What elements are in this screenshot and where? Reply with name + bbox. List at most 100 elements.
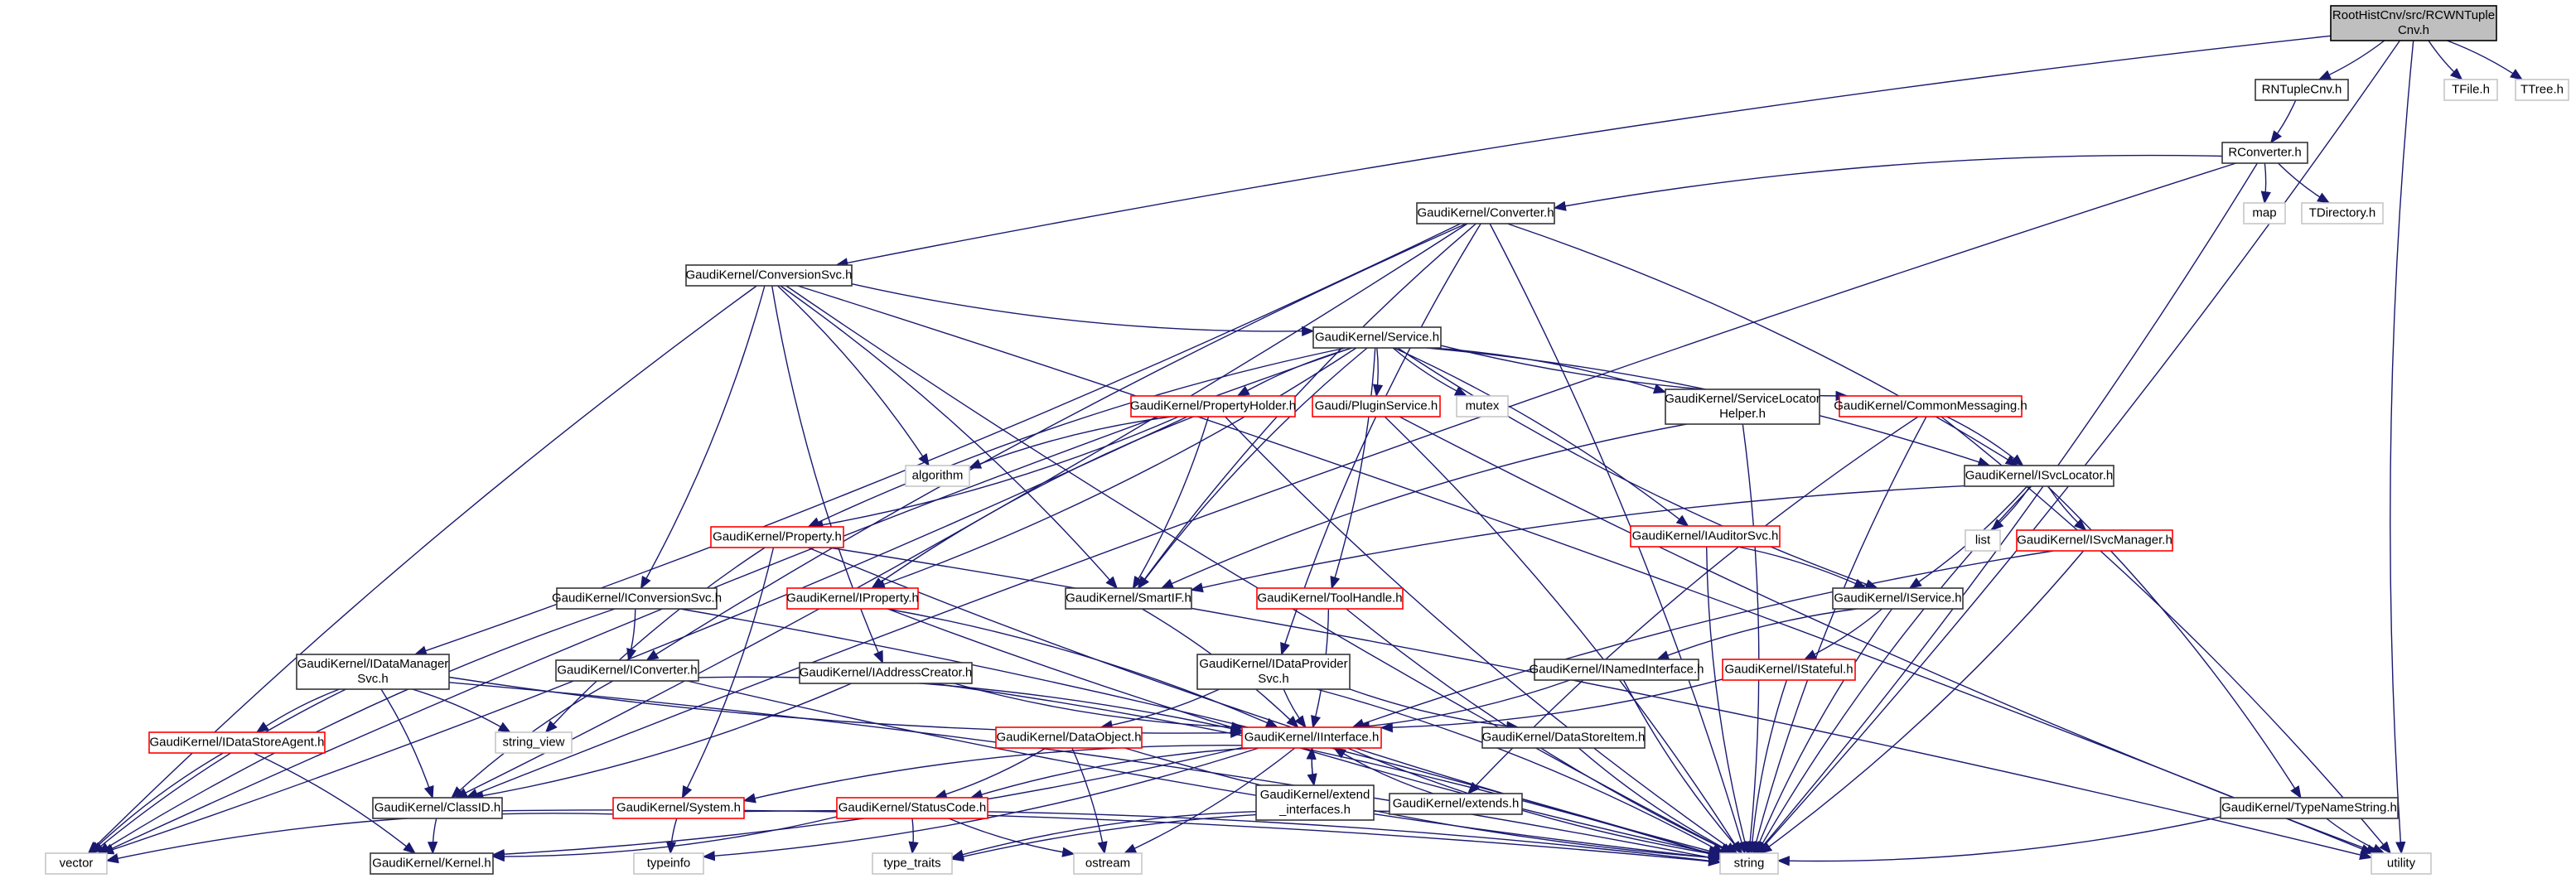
node-label-idataprovidersvc-line2: Svc.h: [1258, 672, 1289, 686]
node-system[interactable]: GaudiKernel/System.h: [612, 797, 745, 819]
node-stringview: string_view: [495, 731, 573, 754]
node-iconversionsvc[interactable]: GaudiKernel/IConversionSvc.h: [552, 587, 722, 610]
node-iauditorsvc[interactable]: GaudiKernel/IAuditorSvc.h: [1630, 525, 1781, 548]
node-label-root-line2: Cnv.h: [2398, 23, 2429, 37]
edge-service-to-property: [807, 347, 1346, 528]
edge-idataprovidersvc-to-iinterface: [1283, 688, 1307, 729]
node-istateful[interactable]: GaudiKernel/IStateful.h: [1722, 659, 1856, 681]
node-iaddresscreator[interactable]: GaudiKernel/IAddressCreator.h: [799, 662, 973, 684]
node-label-isvclocator: GaudiKernel/ISvcLocator.h: [1965, 469, 2113, 483]
node-rconverter[interactable]: RConverter.h: [2221, 142, 2308, 164]
edge-datastoreitem-to-string: [1578, 747, 1735, 854]
node-label-root-line1: RootHistCnv/src/RCWNTuple: [2332, 8, 2495, 22]
node-dataobject[interactable]: GaudiKernel/DataObject.h: [995, 726, 1143, 749]
node-property[interactable]: GaudiKernel/Property.h: [710, 526, 844, 548]
node-box-kernel: [370, 852, 494, 875]
edge-idatamanagersvc-to-stringview: [412, 688, 511, 733]
node-box-list: [1965, 529, 2001, 552]
node-statuscode[interactable]: GaudiKernel/StatusCode.h: [836, 797, 988, 819]
edge-service-to-iauditorsvc: [1394, 347, 1689, 527]
node-idatastoreagent[interactable]: GaudiKernel/IDataStoreAgent.h: [148, 731, 326, 754]
edge-idatamanagersvc-to-classid: [380, 688, 434, 799]
edge-rconverter-to-tdirectory: [2278, 162, 2331, 204]
node-mutex: mutex: [1456, 395, 1509, 417]
node-service[interactable]: GaudiKernel/Service.h: [1312, 326, 1442, 349]
node-pluginservice[interactable]: Gaudi/PluginService.h: [1312, 395, 1441, 417]
node-label-conversionsvc: GaudiKernel/ConversionSvc.h: [686, 268, 853, 282]
node-label-extendinterfaces-line2: _interfaces.h: [1278, 803, 1351, 817]
node-box-commonmessaging: [1839, 395, 2023, 417]
node-label-ostream: ostream: [1085, 857, 1130, 871]
edge-conversionsvc-to-algorithm: [777, 285, 930, 467]
node-box-map: [2243, 202, 2286, 224]
edge-system-to-vector: [105, 813, 614, 864]
node-smartif[interactable]: GaudiKernel/SmartIF.h: [1065, 587, 1192, 610]
node-label-typeinfo: typeinfo: [647, 857, 691, 871]
node-label-rconverter: RConverter.h: [2228, 146, 2301, 160]
node-box-isvcmanager: [2016, 529, 2173, 552]
node-label-ttree: TTree.h: [2520, 83, 2564, 97]
edge-extendinterfaces-to-typetraits: [950, 811, 1257, 860]
node-vector: vector: [45, 852, 108, 875]
node-classid[interactable]: GaudiKernel/ClassID.h: [372, 797, 503, 819]
node-iinterface[interactable]: GaudiKernel/IInterface.h: [1241, 726, 1382, 749]
edge-service-to-smartif: [1137, 347, 1368, 590]
edge-rconverter-to-map: [2260, 162, 2271, 205]
edge-root-to-utility: [2390, 40, 2414, 855]
edge-isvclocator-to-typenamestring: [2047, 485, 2302, 799]
edge-idataprovidersvc-to-dataobject: [1100, 688, 1220, 731]
node-iconverter[interactable]: GaudiKernel/IConverter.h: [555, 659, 699, 682]
node-extendinterfaces[interactable]: GaudiKernel/extend_interfaces.h: [1255, 784, 1375, 821]
edge-typenamestring-to-utility: [2326, 818, 2385, 854]
edge-classid-to-kernel: [427, 818, 438, 855]
edge-istateful-to-string: [1747, 679, 1788, 855]
node-toolhandle[interactable]: GaudiKernel/ToolHandle.h: [1256, 587, 1404, 610]
node-box-vector: [45, 852, 108, 875]
edge-conversionsvc-to-smartif: [780, 285, 1119, 590]
edge-propertyholder-to-smartif: [1132, 416, 1210, 590]
node-propertyholder[interactable]: GaudiKernel/PropertyHolder.h: [1130, 395, 1296, 417]
node-iproperty[interactable]: GaudiKernel/IProperty.h: [786, 587, 919, 610]
node-label-propertyholder: GaudiKernel/PropertyHolder.h: [1130, 399, 1296, 413]
edge-dataobject-to-string: [1124, 747, 1722, 863]
edge-iaddresscreator-to-string: [932, 683, 1722, 859]
edge-iinterface-to-string: [1347, 747, 1722, 859]
edge-conversionsvc-to-iaddresscreator: [771, 285, 883, 664]
edge-idatastoreagent-to-vector: [89, 752, 224, 855]
node-box-tfile: [2443, 79, 2498, 101]
node-converter[interactable]: GaudiKernel/Converter.h: [1416, 202, 1555, 224]
node-extends[interactable]: GaudiKernel/extends.h: [1389, 793, 1523, 815]
node-inamedinterface[interactable]: GaudiKernel/INamedInterface.h: [1530, 659, 1704, 681]
node-datastoreitem[interactable]: GaudiKernel/DataStoreItem.h: [1481, 726, 1646, 749]
node-ostream: ostream: [1073, 852, 1143, 875]
edge-iinterface-to-ostream: [1123, 747, 1296, 854]
edge-isvclocator-to-isvcmanager: [2047, 485, 2087, 532]
node-label-isvcmanager: GaudiKernel/ISvcManager.h: [2017, 533, 2172, 548]
node-label-converter: GaudiKernel/Converter.h: [1417, 206, 1554, 220]
node-typenamestring[interactable]: GaudiKernel/TypeNameString.h: [2220, 797, 2399, 819]
node-typeinfo: typeinfo: [633, 852, 704, 875]
node-label-extends: GaudiKernel/extends.h: [1393, 797, 1520, 811]
node-isvcmanager[interactable]: GaudiKernel/ISvcManager.h: [2016, 529, 2173, 552]
edge-propertyholder-to-algorithm: [968, 416, 1172, 469]
node-label-idatastoreagent: GaudiKernel/IDataStoreAgent.h: [150, 736, 325, 750]
node-kernel[interactable]: GaudiKernel/Kernel.h: [370, 852, 494, 875]
node-label-rntuplecnv: RNTupleCnv.h: [2262, 83, 2342, 97]
node-label-iconverter: GaudiKernel/IConverter.h: [557, 664, 697, 678]
edge-svclochelper-to-string: [1742, 423, 1760, 855]
node-rntuplecnv[interactable]: RNTupleCnv.h: [2255, 79, 2349, 101]
edge-commonmessaging-to-isvclocator: [1946, 416, 2024, 466]
node-isvclocator[interactable]: GaudiKernel/ISvcLocator.h: [1964, 465, 2114, 487]
node-box-istateful: [1722, 659, 1856, 681]
node-conversionsvc[interactable]: GaudiKernel/ConversionSvc.h: [685, 264, 853, 287]
node-label-statuscode: GaudiKernel/StatusCode.h: [839, 801, 986, 815]
node-commonmessaging[interactable]: GaudiKernel/CommonMessaging.h: [1834, 395, 2027, 417]
node-label-utility: utility: [2387, 857, 2416, 871]
edge-iconversionsvc-to-string: [679, 608, 1722, 859]
node-iservice[interactable]: GaudiKernel/IService.h: [1832, 587, 1964, 610]
edge-iaddresscreator-to-iinterface: [954, 683, 1245, 732]
edge-iinterface-to-statuscode: [969, 747, 1254, 799]
